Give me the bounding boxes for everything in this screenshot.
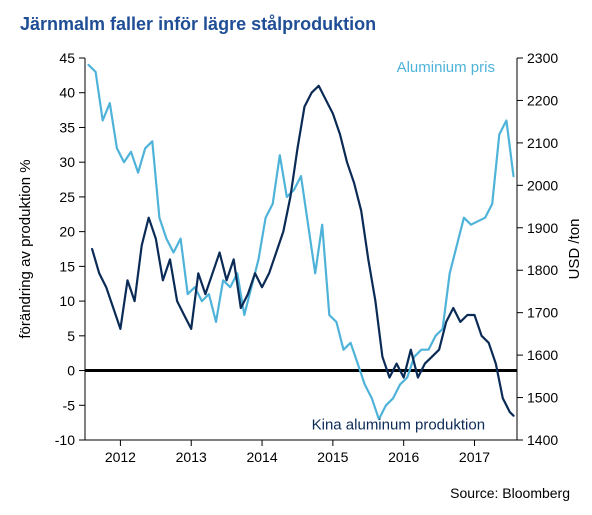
svg-text:2300: 2300 xyxy=(527,50,558,66)
svg-text:10: 10 xyxy=(59,293,75,309)
chart-source: Source: Bloomberg xyxy=(450,485,570,501)
svg-text:2000: 2000 xyxy=(527,177,558,193)
chart-svg: -10 -5 0 5 10 15 20 25 30 35 40 45 1400 1500 1600 1700 1… xyxy=(0,0,592,515)
svg-text:-5: -5 xyxy=(63,397,76,413)
svg-text:2014: 2014 xyxy=(246,449,277,465)
svg-text:2013: 2013 xyxy=(176,449,207,465)
svg-text:0: 0 xyxy=(67,363,75,379)
svg-text:25: 25 xyxy=(59,189,75,205)
svg-text:Aluminium pris: Aluminium pris xyxy=(397,59,495,76)
svg-text:2012: 2012 xyxy=(105,449,136,465)
svg-text:15: 15 xyxy=(59,258,75,274)
svg-text:förändring av produktion %: förändring av produktion % xyxy=(17,159,34,338)
svg-text:2015: 2015 xyxy=(317,449,348,465)
svg-text:45: 45 xyxy=(59,50,75,66)
svg-text:2100: 2100 xyxy=(527,135,558,151)
svg-text:40: 40 xyxy=(59,85,75,101)
svg-text:1500: 1500 xyxy=(527,390,558,406)
svg-text:USD /ton: USD /ton xyxy=(566,219,583,280)
chart-card: Järnmalm faller inför lägre stålprodukti… xyxy=(0,0,592,515)
svg-text:2200: 2200 xyxy=(527,92,558,108)
svg-text:20: 20 xyxy=(59,224,75,240)
svg-text:30: 30 xyxy=(59,154,75,170)
svg-text:2017: 2017 xyxy=(459,449,490,465)
svg-text:1600: 1600 xyxy=(527,347,558,363)
svg-text:35: 35 xyxy=(59,119,75,135)
svg-text:-10: -10 xyxy=(55,432,75,448)
svg-text:1900: 1900 xyxy=(527,220,558,236)
svg-text:1700: 1700 xyxy=(527,305,558,321)
svg-text:1400: 1400 xyxy=(527,432,558,448)
svg-text:Kina aluminum produktion: Kina aluminum produktion xyxy=(312,417,485,434)
svg-text:2016: 2016 xyxy=(388,449,419,465)
svg-text:1800: 1800 xyxy=(527,262,558,278)
svg-text:5: 5 xyxy=(67,328,75,344)
